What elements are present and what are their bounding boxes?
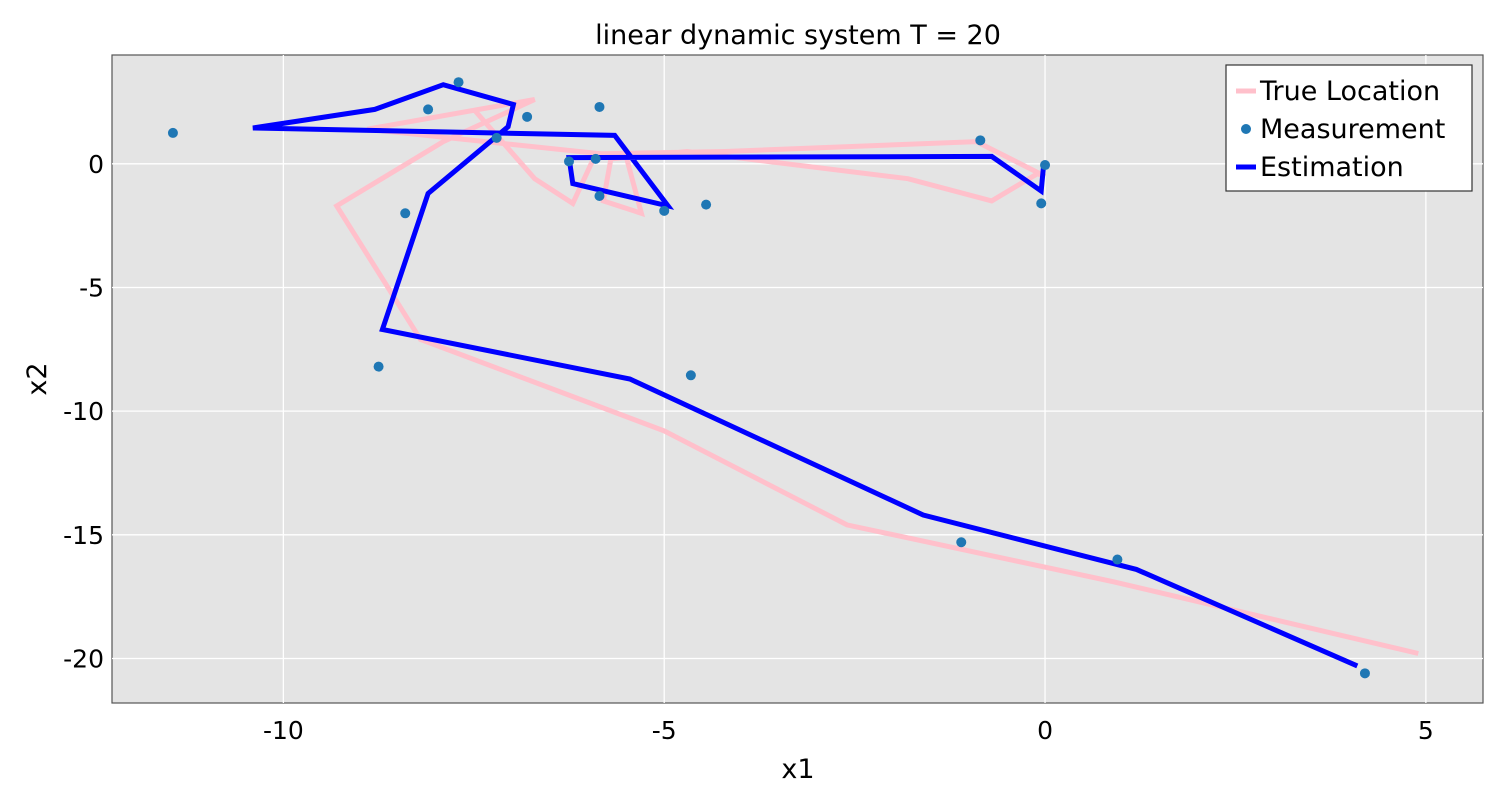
measurement-point bbox=[167, 127, 178, 138]
measurement-point bbox=[400, 208, 411, 219]
measurement-point bbox=[1040, 160, 1051, 171]
measurement-point bbox=[701, 199, 712, 210]
legend-box bbox=[1225, 64, 1473, 192]
x-axis-label: x1 bbox=[781, 754, 814, 785]
series-layer bbox=[167, 77, 1419, 679]
measurement-point bbox=[594, 101, 605, 112]
legend-label: True Location bbox=[1259, 76, 1440, 107]
y-tick-label: -10 bbox=[63, 397, 104, 426]
legend: True Location Measurement Estimation bbox=[1225, 64, 1473, 192]
measurement-point bbox=[373, 361, 384, 372]
measurement-point bbox=[1036, 198, 1047, 209]
measurement-point bbox=[685, 370, 696, 381]
measurement-point bbox=[659, 205, 670, 216]
x-tick-label: -10 bbox=[263, 716, 304, 745]
legend-swatch-marker bbox=[1241, 124, 1251, 134]
y-tick-label: -15 bbox=[63, 521, 104, 550]
measurement-point bbox=[1359, 668, 1370, 679]
measurement-point bbox=[975, 135, 986, 146]
y-axis-label: x2 bbox=[22, 362, 53, 395]
estimation-line bbox=[252, 82, 1359, 669]
measurement-point bbox=[522, 111, 533, 122]
x-tick-label: 0 bbox=[1037, 716, 1053, 745]
x-tick-label: -5 bbox=[652, 716, 677, 745]
y-tick-label: -20 bbox=[63, 644, 104, 673]
measurement-point bbox=[564, 156, 574, 167]
chart-title: linear dynamic system T = 20 bbox=[595, 20, 1001, 51]
measurement-point bbox=[423, 104, 434, 115]
measurement-point bbox=[956, 537, 967, 548]
grid-lines bbox=[112, 55, 1483, 703]
measurement-point bbox=[453, 77, 464, 88]
y-tick-label: 0 bbox=[88, 150, 104, 179]
measurement-point bbox=[491, 132, 502, 143]
y-tick-label: -5 bbox=[79, 273, 104, 302]
measurement-point bbox=[594, 190, 605, 201]
legend-label: Estimation bbox=[1260, 152, 1404, 183]
true-location-line bbox=[333, 97, 1419, 656]
measurement-point bbox=[590, 153, 601, 164]
tick-labels: -10 -5 0 5 0 -5 -10 -15 -20 bbox=[63, 150, 1434, 745]
legend-label: Measurement bbox=[1260, 114, 1445, 145]
measurement-point bbox=[1112, 554, 1123, 565]
x-tick-label: 5 bbox=[1418, 716, 1434, 745]
